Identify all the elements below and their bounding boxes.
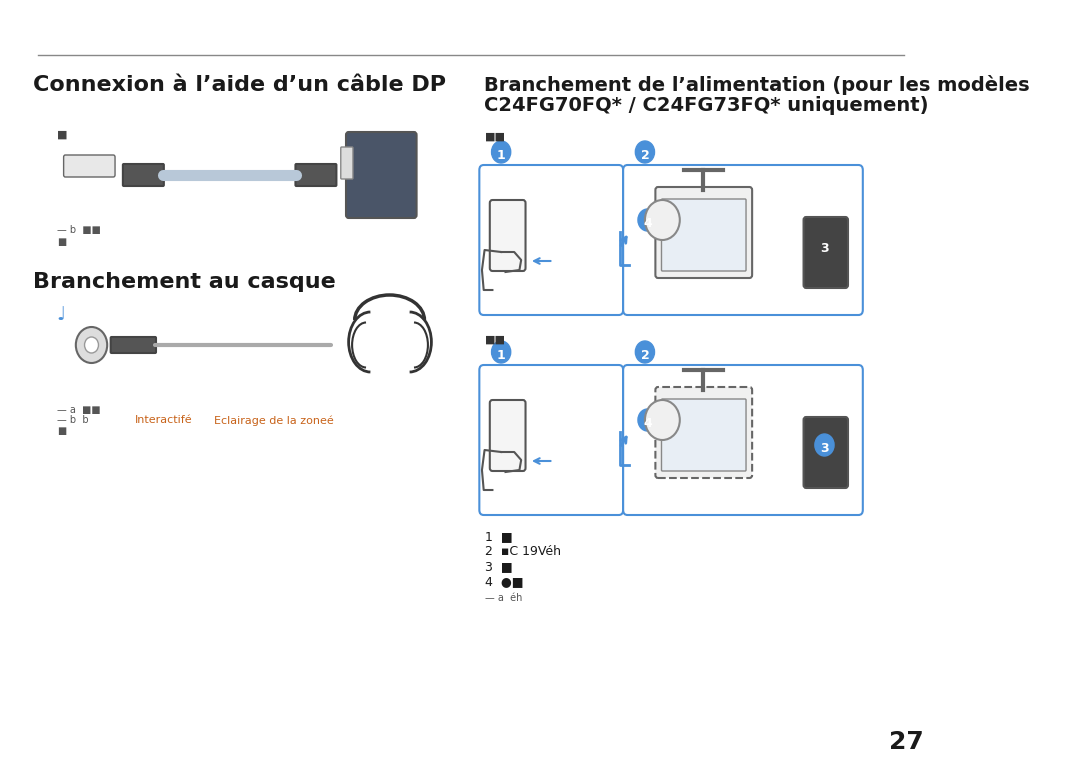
Circle shape: [638, 409, 657, 431]
FancyBboxPatch shape: [123, 164, 164, 186]
Circle shape: [815, 234, 834, 256]
Text: — a  ■■: — a ■■: [56, 405, 100, 415]
Text: — b  ■■: — b ■■: [56, 225, 100, 235]
Text: Branchement de l’alimentation (pour les modèles: Branchement de l’alimentation (pour les …: [484, 75, 1029, 95]
Text: — b  b: — b b: [56, 415, 107, 425]
FancyBboxPatch shape: [64, 155, 116, 177]
Text: ■■: ■■: [485, 132, 507, 142]
Text: Eclairage de la zoneé: Eclairage de la zoneé: [214, 415, 334, 426]
Text: 1  ■: 1 ■: [485, 530, 513, 543]
Circle shape: [645, 200, 679, 240]
Circle shape: [491, 141, 511, 163]
Text: 27: 27: [889, 730, 923, 754]
Text: 2  ▪C 19Véh: 2 ▪C 19Véh: [485, 545, 562, 558]
Text: 2: 2: [640, 149, 649, 162]
FancyBboxPatch shape: [656, 187, 752, 278]
FancyBboxPatch shape: [296, 164, 336, 186]
FancyBboxPatch shape: [661, 399, 746, 471]
Text: 4: 4: [644, 417, 652, 430]
Circle shape: [638, 209, 657, 231]
FancyBboxPatch shape: [804, 217, 848, 288]
Circle shape: [84, 337, 98, 353]
Text: 3: 3: [820, 442, 828, 455]
Text: 1: 1: [497, 349, 505, 362]
Circle shape: [76, 327, 107, 363]
FancyBboxPatch shape: [623, 165, 863, 315]
Circle shape: [645, 400, 679, 440]
Text: Branchement au casque: Branchement au casque: [33, 272, 336, 292]
Text: ■: ■: [56, 130, 67, 140]
Text: ■: ■: [56, 237, 66, 247]
Text: 2: 2: [640, 349, 649, 362]
FancyBboxPatch shape: [110, 337, 156, 353]
FancyBboxPatch shape: [804, 417, 848, 488]
Circle shape: [635, 341, 654, 363]
Text: Interactifé: Interactifé: [135, 415, 192, 425]
Text: Connexion à l’aide d’un câble DP: Connexion à l’aide d’un câble DP: [33, 75, 446, 95]
FancyBboxPatch shape: [623, 365, 863, 515]
FancyBboxPatch shape: [341, 147, 353, 179]
FancyBboxPatch shape: [480, 165, 623, 315]
Circle shape: [491, 341, 511, 363]
Text: ■: ■: [56, 426, 66, 436]
Circle shape: [635, 141, 654, 163]
FancyBboxPatch shape: [346, 132, 417, 218]
FancyBboxPatch shape: [490, 400, 526, 471]
Text: 1: 1: [497, 149, 505, 162]
Text: 4  ●■: 4 ●■: [485, 575, 524, 588]
FancyBboxPatch shape: [656, 387, 752, 478]
FancyBboxPatch shape: [480, 365, 623, 515]
Text: C24FG70FQ* / C24FG73FQ* uniquement): C24FG70FQ* / C24FG73FQ* uniquement): [484, 96, 928, 115]
Text: 4: 4: [644, 217, 652, 230]
Text: 3  ■: 3 ■: [485, 560, 513, 573]
Text: — a  éh: — a éh: [485, 593, 523, 603]
Text: 3: 3: [820, 242, 828, 255]
FancyBboxPatch shape: [490, 200, 526, 271]
Text: ■■: ■■: [485, 335, 507, 345]
FancyBboxPatch shape: [661, 199, 746, 271]
Circle shape: [815, 434, 834, 456]
Text: ♩: ♩: [56, 305, 66, 324]
